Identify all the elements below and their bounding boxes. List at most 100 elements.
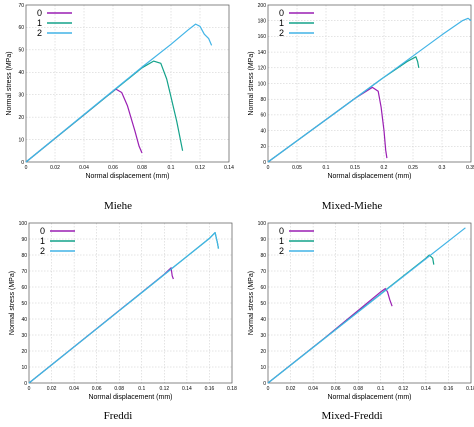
x-tick-label: 0.16 <box>205 386 215 392</box>
x-tick-label: 0.12 <box>195 165 205 171</box>
series-line-0 <box>267 86 388 163</box>
x-tick-label: 0.04 <box>79 165 89 171</box>
x-tick-label: 0.08 <box>137 165 147 171</box>
y-tick-label: 100 <box>19 221 28 227</box>
x-tick-label: 0.14 <box>224 165 234 171</box>
y-tick-label: 0 <box>24 381 27 387</box>
x-tick-label: 0.1 <box>377 386 384 392</box>
legend-label: 0 <box>279 226 284 236</box>
legend-label: 2 <box>40 246 45 256</box>
x-tick-label: 0.25 <box>408 165 418 171</box>
x-tick-label: 0 <box>267 386 270 392</box>
legend-label: 2 <box>279 246 284 256</box>
series-line-2 <box>25 23 213 163</box>
x-tick-label: 0.35 <box>466 165 474 171</box>
series-line-2 <box>267 227 466 384</box>
legend-label: 2 <box>279 28 284 38</box>
x-tick-label: 0.2 <box>381 165 388 171</box>
legend-label: 1 <box>279 18 284 28</box>
plot-frame <box>28 222 233 384</box>
y-tick-label: 0 <box>263 381 266 387</box>
y-tick-label: 20 <box>260 349 266 355</box>
y-tick-label: 30 <box>21 333 27 339</box>
y-tick-label: 30 <box>260 333 266 339</box>
y-tick-label: 30 <box>18 93 24 99</box>
plot-frame <box>25 4 230 163</box>
series-line-2 <box>28 232 220 384</box>
x-tick-label: 0 <box>267 165 270 171</box>
x-tick-label: 0.3 <box>439 165 446 171</box>
y-tick-label: 0 <box>21 160 24 166</box>
y-tick-label: 90 <box>21 237 27 243</box>
y-tick-label: 60 <box>21 285 27 291</box>
x-tick-label: 0.06 <box>92 386 102 392</box>
panel-caption: Miehe <box>104 200 132 212</box>
x-tick-label: 0.1 <box>138 386 145 392</box>
y-axis-label: Normal stress (MPa) <box>248 271 255 335</box>
series-line-2 <box>267 17 472 163</box>
y-tick-label: 50 <box>21 301 27 307</box>
panel-caption: Mixed-Freddi <box>321 410 382 422</box>
y-tick-label: 40 <box>21 317 27 323</box>
x-tick-label: 0.15 <box>350 165 360 171</box>
y-axis-label: Normal stress (MPa) <box>248 51 255 115</box>
y-tick-label: 50 <box>260 301 266 307</box>
x-axis-label: Normal displacement (mm) <box>327 173 411 180</box>
y-tick-label: 60 <box>260 113 266 119</box>
x-tick-label: 0.02 <box>286 386 296 392</box>
x-axis-label: Normal displacement (mm) <box>88 394 172 401</box>
y-tick-label: 140 <box>258 50 267 56</box>
x-tick-label: 0.14 <box>421 386 431 392</box>
legend-label: 1 <box>279 236 284 246</box>
y-tick-label: 70 <box>21 269 27 275</box>
x-tick-label: 0.02 <box>47 386 57 392</box>
x-tick-label: 0.12 <box>159 386 169 392</box>
x-tick-label: 0.02 <box>50 165 60 171</box>
chart-panel-3: 00.020.040.060.080.10.120.140.160.180102… <box>248 221 474 422</box>
y-tick-label: 10 <box>21 365 27 371</box>
x-tick-label: 0.1 <box>168 165 175 171</box>
legend-label: 1 <box>37 18 42 28</box>
chart-panel-2: 0 0.02 0.04 0.06 0.08 0.1 0.12 0.14 0.16 0.180102… <box>9 221 237 422</box>
legend-label: 1 <box>40 236 45 246</box>
legend-label: 0 <box>40 226 45 236</box>
x-tick-label: 0 <box>25 165 28 171</box>
x-tick-label: 0 <box>28 386 31 392</box>
panel-caption: Mixed-Miehe <box>322 200 383 212</box>
y-tick-label: 200 <box>258 3 267 9</box>
x-tick-label: 0.06 <box>331 386 341 392</box>
y-tick-label: 120 <box>258 66 267 72</box>
y-tick-label: 90 <box>260 237 266 243</box>
y-axis-label: Normal stress (MPa) <box>9 271 16 335</box>
y-tick-label: 40 <box>18 70 24 76</box>
x-tick-label: 0.06 <box>108 165 118 171</box>
y-tick-label: 10 <box>18 137 24 143</box>
y-tick-label: 70 <box>260 269 266 275</box>
x-tick-label: 0.04 <box>69 386 79 392</box>
y-tick-label: 80 <box>21 253 27 259</box>
x-tick-label: 0.05 <box>292 165 302 171</box>
series-line-1 <box>25 60 184 163</box>
y-axis-label: Normal stress (MPa) <box>6 51 13 115</box>
y-tick-label: 20 <box>21 349 27 355</box>
y-tick-label: 70 <box>18 3 24 9</box>
plot-frame <box>267 222 472 384</box>
legend-label: 0 <box>37 8 42 18</box>
y-tick-label: 80 <box>260 253 266 259</box>
x-tick-label: 0.18 <box>227 386 237 392</box>
panel-caption: Freddi <box>104 410 133 422</box>
y-tick-label: 60 <box>260 285 266 291</box>
x-tick-label: 0.08 <box>353 386 363 392</box>
x-tick-label: 0.14 <box>182 386 192 392</box>
y-tick-label: 50 <box>18 48 24 54</box>
y-tick-label: 100 <box>258 81 267 87</box>
x-axis-label: Normal displacement (mm) <box>85 173 169 180</box>
x-axis-label: Normal displacement (mm) <box>327 394 411 401</box>
y-tick-label: 60 <box>18 25 24 31</box>
x-tick-label: 0.16 <box>444 386 454 392</box>
x-tick-label: 0.1 <box>323 165 330 171</box>
y-tick-label: 40 <box>260 128 266 134</box>
y-tick-label: 10 <box>260 365 266 371</box>
x-tick-label: 0.04 <box>308 386 318 392</box>
